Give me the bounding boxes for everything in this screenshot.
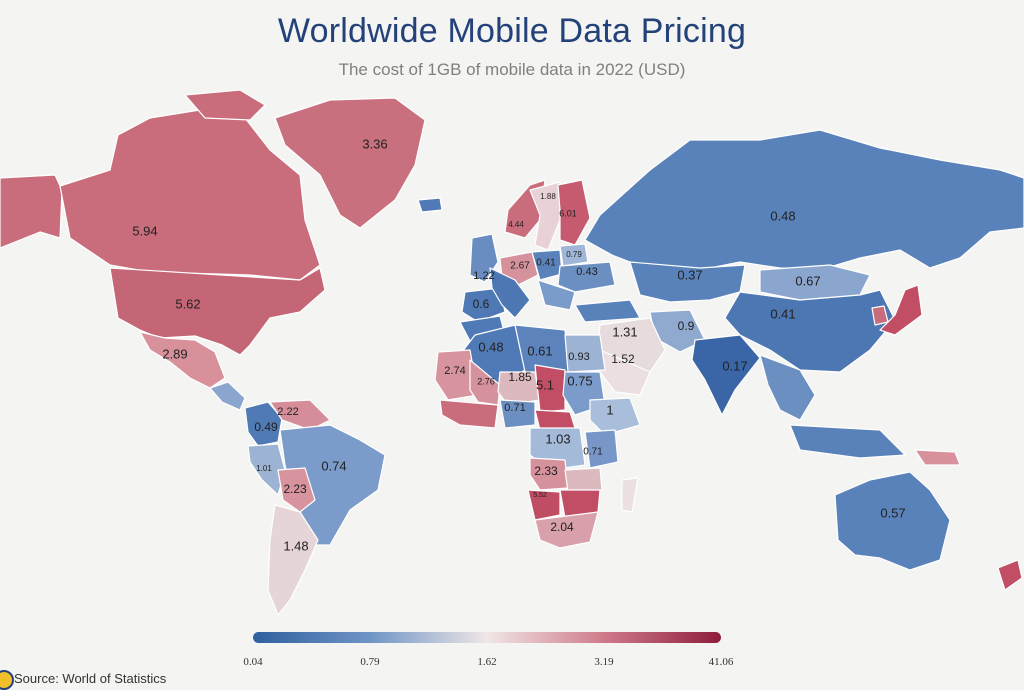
region-value-finland: 6.01 <box>559 208 577 218</box>
region-bolivia[interactable] <box>277 467 316 513</box>
region-tanzania[interactable] <box>584 429 619 469</box>
region-russia[interactable] <box>584 129 1024 273</box>
region-colombia[interactable] <box>244 401 283 447</box>
region-west-africa[interactable] <box>439 399 499 429</box>
region-sweden[interactable] <box>529 181 561 251</box>
region-ukraine[interactable] <box>557 261 616 293</box>
region-value-kazakhstan: 0.37 <box>677 267 702 282</box>
region-venezuela[interactable] <box>269 399 331 431</box>
legend-tick: 0.04 <box>243 656 263 668</box>
region-madagascar[interactable] <box>621 477 639 513</box>
region-iceland[interactable] <box>417 197 443 213</box>
region-png[interactable] <box>914 449 961 466</box>
region-value-china: 0.41 <box>770 306 795 321</box>
region-value-spain: 0.6 <box>473 297 490 311</box>
region-value-bolivia: 2.23 <box>283 482 307 496</box>
region-value-tanzania: 0.71 <box>583 447 603 458</box>
region-value-saudi: 1.31 <box>612 324 637 339</box>
region-australia[interactable] <box>834 471 951 571</box>
region-value-drc: 1.03 <box>545 431 570 446</box>
region-usa[interactable] <box>109 267 326 356</box>
region-value-mali: 2.76 <box>477 376 495 386</box>
region-nigeria[interactable] <box>499 399 536 429</box>
region-value-labels: 3.36 5.94 5.62 2.89 0.49 2.22 1.01 0.74 2.23 1.48… <box>132 136 905 553</box>
region-turkey[interactable] <box>574 299 641 323</box>
region-value-india: 0.17 <box>722 358 747 373</box>
region-southeast-asia[interactable] <box>759 354 816 421</box>
region-central-africa[interactable] <box>534 409 576 431</box>
world-map: 3.36 5.94 5.62 2.89 0.49 2.22 1.01 0.74 2.23 1.48… <box>0 89 1024 616</box>
region-value-egypt: 0.93 <box>568 351 589 363</box>
region-value-algeria: 0.48 <box>478 339 503 354</box>
legend-tick: 1.62 <box>477 656 497 668</box>
region-value-namibia: 5.52 <box>533 492 547 499</box>
region-egypt[interactable] <box>564 334 606 373</box>
region-balkans[interactable] <box>537 279 576 311</box>
region-value-russia: 0.48 <box>770 208 795 223</box>
region-value-angola: 2.33 <box>534 464 558 478</box>
region-value-australia: 0.57 <box>880 505 905 520</box>
region-value-argentina: 1.48 <box>283 538 308 553</box>
region-value-brazil: 0.74 <box>321 458 346 473</box>
region-value-colombia: 0.49 <box>254 420 278 434</box>
legend-tick: 3.19 <box>594 656 614 668</box>
source-credit: Source: World of Statistics <box>14 671 167 686</box>
region-peru[interactable] <box>247 443 286 496</box>
region-value-greenland: 3.36 <box>362 136 387 151</box>
region-value-chad: 5.1 <box>536 377 554 392</box>
region-china[interactable] <box>724 289 896 373</box>
legend-tick: 0.79 <box>360 656 380 668</box>
page-subtitle: The cost of 1GB of mobile data in 2022 (… <box>338 60 686 79</box>
region-value-uk: 1.22 <box>473 270 494 282</box>
region-korea[interactable] <box>871 305 889 326</box>
region-value-canada: 5.94 <box>132 223 157 238</box>
region-greenland[interactable] <box>274 97 426 229</box>
source-logo-icon <box>0 670 14 690</box>
legend-tick: 41.06 <box>708 656 734 668</box>
region-angola[interactable] <box>529 457 569 491</box>
region-namibia[interactable] <box>527 489 561 521</box>
region-value-venezuela: 2.22 <box>277 406 298 418</box>
region-value-usa: 5.62 <box>175 296 200 311</box>
legend-color-scale <box>253 632 721 643</box>
region-value-ukraine: 0.43 <box>576 266 597 278</box>
region-value-libya: 0.61 <box>527 343 552 358</box>
region-value-poland: 0.41 <box>536 258 556 269</box>
region-value-mexico: 2.89 <box>162 346 187 361</box>
region-mauritania[interactable] <box>434 349 479 401</box>
region-canada-islands[interactable] <box>184 89 266 121</box>
region-value-mauritania: 2.74 <box>444 365 465 377</box>
region-value-germany: 2.67 <box>510 261 530 272</box>
region-kazakhstan[interactable] <box>629 261 746 303</box>
region-ethiopia[interactable] <box>589 397 641 436</box>
region-value-mongolia: 0.67 <box>795 273 820 288</box>
region-value-belarus: 0.79 <box>566 250 582 259</box>
region-chad[interactable] <box>534 364 566 413</box>
region-value-peru: 1.01 <box>256 464 272 473</box>
region-new-zealand[interactable] <box>997 559 1023 591</box>
region-value-sweden: 1.88 <box>540 192 556 201</box>
page-title: Worldwide Mobile Data Pricing <box>277 12 747 50</box>
region-value-niger: 1.85 <box>508 370 532 384</box>
region-value-south-africa: 2.04 <box>550 520 574 534</box>
region-japan[interactable] <box>879 284 923 336</box>
region-central-america[interactable] <box>209 381 246 411</box>
region-indonesia[interactable] <box>789 424 906 459</box>
region-mali[interactable] <box>469 359 501 406</box>
region-zambia[interactable] <box>564 467 603 493</box>
region-india[interactable] <box>691 334 761 416</box>
region-value-iran: 0.9 <box>678 319 695 333</box>
region-canada[interactable] <box>59 109 321 281</box>
region-value-sudan: 0.75 <box>567 373 592 388</box>
region-value-ethiopia: 1 <box>606 402 613 417</box>
region-value-norway: 4.44 <box>508 220 524 229</box>
region-alaska[interactable] <box>0 174 63 249</box>
region-south-africa[interactable] <box>534 511 599 549</box>
region-belarus[interactable] <box>559 243 589 267</box>
region-mexico[interactable] <box>139 331 226 389</box>
region-value-nigeria: 0.71 <box>504 402 525 414</box>
region-france-italy[interactable] <box>489 267 531 319</box>
region-argentina[interactable] <box>267 504 319 616</box>
region-value-arabia-south: 1.52 <box>611 352 635 366</box>
